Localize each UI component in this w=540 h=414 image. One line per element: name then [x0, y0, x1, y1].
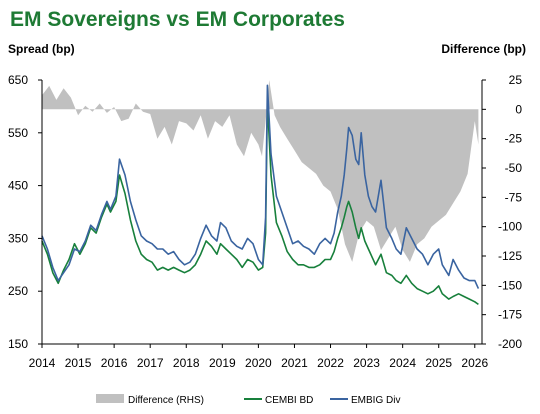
y-right-tick-label: -50: [505, 161, 523, 175]
y-left-tick-label: 250: [8, 284, 28, 298]
x-tick-label: 2021: [281, 356, 308, 370]
y-left-tick-label: 150: [8, 337, 28, 351]
y-right-tick-label: -25: [505, 132, 523, 146]
series-line-embig: [41, 84, 480, 289]
x-tick-label: 2018: [173, 356, 200, 370]
legend-label-cembi: CEMBI BD: [265, 395, 313, 406]
x-tick-label: 2020: [245, 356, 272, 370]
series-line-cembi: [41, 100, 479, 306]
y-left-tick-label: 550: [8, 126, 28, 140]
y-right-tick-label: -200: [498, 337, 522, 351]
x-tick-label: 2015: [65, 356, 92, 370]
x-tick-label: 2025: [425, 356, 452, 370]
y-left-tick-label: 350: [8, 231, 28, 245]
y-axis-right: -200 -175 -150 -125 -100 -75 -50 -25 0 25: [481, 73, 523, 351]
y-right-tick-label: -150: [498, 278, 522, 292]
legend-swatch-difference: [96, 394, 124, 403]
y-left-tick-label: 650: [8, 73, 28, 87]
y-right-tick-label: -100: [498, 220, 522, 234]
x-tick-label: 2022: [317, 356, 344, 370]
y-right-tick-label: 0: [515, 102, 522, 116]
chart-title: EM Sovereigns vs EM Corporates: [10, 8, 345, 31]
legend: Difference (RHS) CEMBI BD EMBIG Div: [96, 394, 400, 406]
y-left-tick-label: 450: [8, 179, 28, 193]
x-tick-label: 2026: [461, 356, 488, 370]
y-right-tick-label: 25: [509, 73, 523, 87]
legend-label-embig: EMBIG Div: [351, 395, 400, 406]
right-axis-title: Difference (bp): [441, 42, 526, 56]
left-axis-title: Spread (bp): [8, 42, 75, 56]
y-axis-left: 150 250 350 450 550 650: [8, 73, 43, 351]
y-right-tick-label: -175: [498, 308, 522, 322]
y-right-tick-label: -75: [505, 190, 523, 204]
x-tick-label: 2016: [101, 356, 128, 370]
x-tick-label: 2014: [29, 356, 56, 370]
plot-area: [41, 80, 480, 306]
x-tick-label: 2024: [389, 356, 416, 370]
y-right-tick-label: -125: [498, 249, 522, 263]
series-area-difference: [42, 80, 479, 262]
x-tick-label: 2019: [209, 356, 236, 370]
x-axis: 2014 2015 2016 2017 2018 2019 2020 2021 2022 2023…: [29, 343, 488, 370]
legend-label-difference: Difference (RHS): [128, 395, 204, 406]
x-tick-label: 2017: [137, 356, 164, 370]
x-tick-label: 2023: [353, 356, 380, 370]
